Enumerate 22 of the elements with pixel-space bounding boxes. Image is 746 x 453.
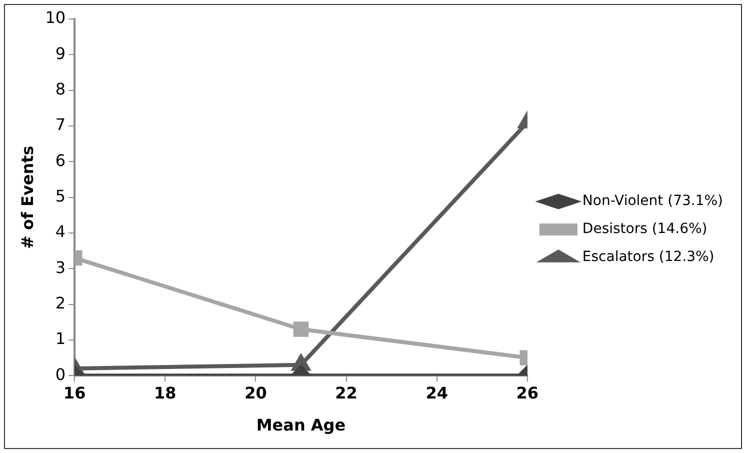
x-tick-label: 16 xyxy=(63,383,86,402)
y-tick-label: 5 xyxy=(55,186,66,206)
x-tick-label: 22 xyxy=(335,383,358,402)
x-tick-label: 24 xyxy=(426,383,448,402)
y-tick-label: 1 xyxy=(55,329,66,348)
x-tick-label: 20 xyxy=(244,383,267,402)
y-tick-label: 3 xyxy=(55,258,66,277)
y-tick-label: 6 xyxy=(55,150,66,170)
y-tick-label: 2 xyxy=(55,293,66,312)
x-tick-label: 26 xyxy=(516,383,539,402)
x-axis-title: Mean Age xyxy=(256,416,346,435)
legend-label: Desistors (14.6%) xyxy=(582,221,708,238)
y-tick-label: 0 xyxy=(55,364,66,384)
y-tick-label: 10 xyxy=(45,8,66,28)
y-tick-label: 7 xyxy=(55,115,66,134)
legend-label: Non-Violent (73.1%) xyxy=(582,193,724,210)
y-tick-label: 9 xyxy=(55,44,66,63)
legend-label: Escalators (12.3%) xyxy=(582,249,714,266)
x-tick-label: 18 xyxy=(154,383,176,402)
y-axis-title: # of Events xyxy=(18,146,37,249)
y-tick-label: 4 xyxy=(55,222,66,242)
y-tick-label: 8 xyxy=(55,79,66,98)
